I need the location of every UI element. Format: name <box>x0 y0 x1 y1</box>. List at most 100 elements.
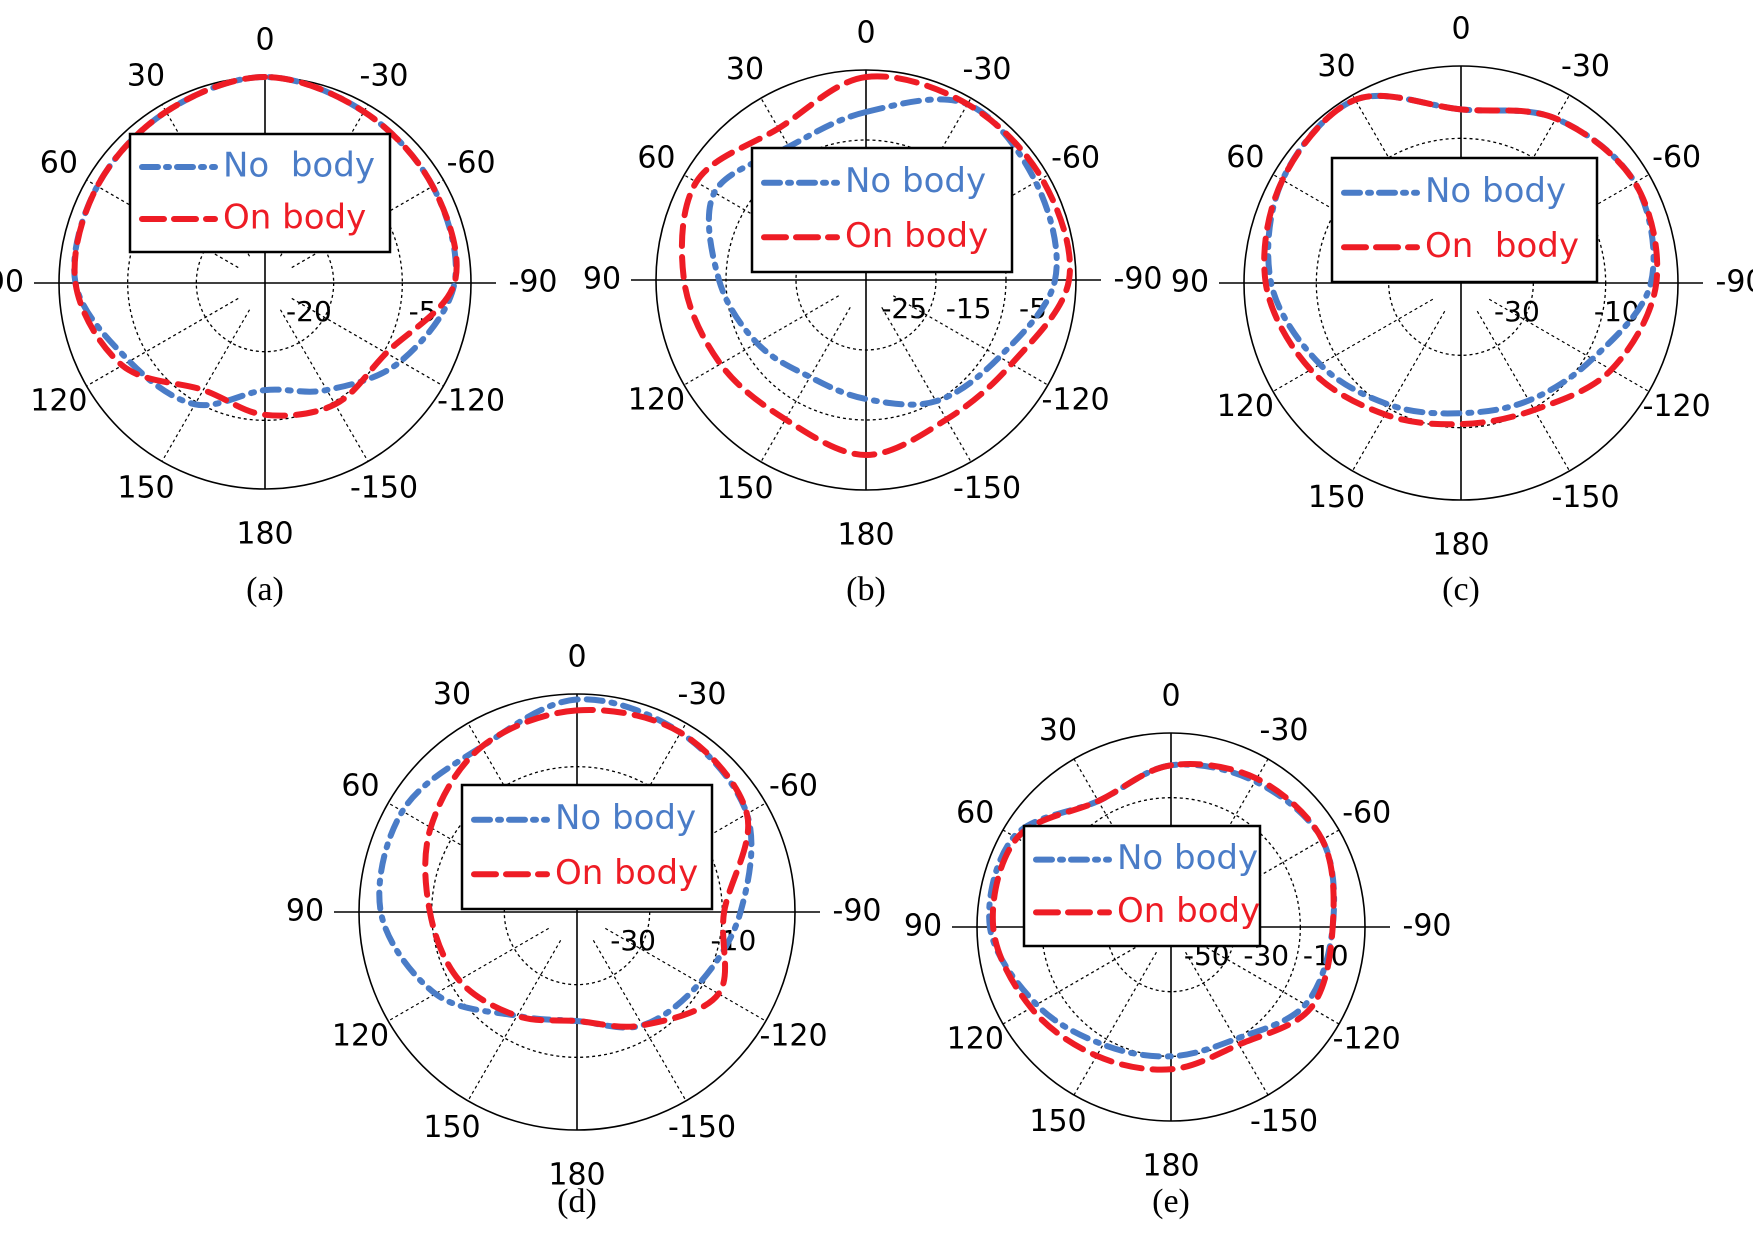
angle-tick-label: -90 <box>833 894 882 929</box>
legend-box <box>750 146 1014 274</box>
angle-tick-label: 90 <box>583 262 621 297</box>
grid-spoke <box>279 104 369 257</box>
angle-tick-label: 60 <box>956 796 994 831</box>
radial-tick-label: -30 <box>610 924 656 957</box>
grid-spoke <box>1476 310 1571 472</box>
radial-tick-label: -30 <box>1494 295 1540 328</box>
grid-spoke <box>467 940 562 1102</box>
angle-tick-label: -60 <box>1652 140 1701 175</box>
grid-spoke <box>279 309 369 462</box>
angle-tick-label: 90 <box>1171 265 1209 300</box>
angle-tick-label: 120 <box>30 384 87 419</box>
angle-tick-label: -30 <box>1260 713 1309 748</box>
legend-label-on-body: On body <box>555 853 698 893</box>
grid-spoke <box>161 104 251 257</box>
angle-tick-label: -30 <box>678 677 727 712</box>
angle-tick-label: 90 <box>904 909 942 944</box>
grid-spoke <box>1351 310 1446 472</box>
angle-tick-label: 30 <box>127 58 165 93</box>
angle-tick-label: -120 <box>1333 1022 1401 1057</box>
legend-label-on-body: On body <box>1425 226 1579 266</box>
angle-tick-label: 0 <box>1161 679 1180 714</box>
legend-label-on-body: On body <box>1117 891 1260 931</box>
angle-tick-label: -30 <box>963 52 1012 87</box>
legend-box <box>128 132 392 254</box>
series-line-on-body <box>422 706 752 1030</box>
angle-tick-label: 150 <box>1029 1104 1086 1139</box>
angle-tick-label: -120 <box>1643 389 1711 424</box>
legend-label-no-body: No body <box>845 161 986 201</box>
grid-spoke <box>1073 951 1157 1096</box>
panel-caption: (d) <box>557 1183 597 1220</box>
angle-tick-label: 120 <box>947 1022 1004 1057</box>
legend-box <box>1022 824 1262 948</box>
polar-chart-a: 0-30-60-90-120-150180150120906030-20-5No… <box>0 23 558 609</box>
angle-tick-label: -60 <box>1051 141 1100 176</box>
angle-tick-label: 90 <box>0 265 24 300</box>
grid-spoke <box>760 306 851 463</box>
legend-label-no-body: No body <box>1425 171 1566 211</box>
angle-tick-label: 180 <box>548 1158 605 1193</box>
radial-tick-label: -10 <box>1594 295 1640 328</box>
series-line-no-body <box>1265 92 1657 417</box>
angle-tick-label: 180 <box>236 517 293 552</box>
polar-chart-c: 0 -30 -60 -90 -120 -150 180 150 120 90 60 30 -30 -10 N… <box>1171 12 1753 609</box>
angle-tick-label: -90 <box>509 265 558 300</box>
radial-tick-label: -25 <box>881 292 927 325</box>
legend-label-on-body: On body <box>845 216 988 256</box>
radial-tick-label: -15 <box>946 292 992 325</box>
series-line-on-body <box>678 73 1073 459</box>
angle-tick-label: 60 <box>1226 140 1264 175</box>
grid-spoke <box>683 295 840 386</box>
angle-tick-label: 30 <box>433 677 471 712</box>
angle-tick-label: 30 <box>726 52 764 87</box>
angle-tick-label: -120 <box>437 384 505 419</box>
panel-caption: (c) <box>1442 571 1480 608</box>
angle-tick-label: -30 <box>1561 49 1610 84</box>
angle-tick-label: -60 <box>447 146 496 181</box>
angle-tick-label: 150 <box>716 471 773 506</box>
grid-spoke <box>161 309 251 462</box>
series-line-on-body <box>1261 92 1661 428</box>
grid-spoke <box>291 297 444 387</box>
angle-tick-label: -150 <box>350 471 418 506</box>
grid-spoke <box>1002 941 1147 1025</box>
angle-tick-label: 30 <box>1317 49 1355 84</box>
grid-spoke <box>291 179 444 269</box>
series-line-on-body <box>71 73 460 419</box>
angle-tick-label: -150 <box>1250 1104 1318 1139</box>
angle-tick-label: 180 <box>1142 1149 1199 1184</box>
angle-tick-label: -90 <box>1114 262 1163 297</box>
angle-tick-label: 150 <box>1308 480 1365 515</box>
angle-tick-label: 150 <box>117 471 174 506</box>
legend-box <box>1330 156 1599 284</box>
angle-tick-label: -120 <box>1042 383 1110 418</box>
grid-spoke <box>592 940 687 1102</box>
grid-spoke <box>881 306 972 463</box>
grid-spoke <box>387 927 549 1022</box>
legend-label-no-body: No body <box>1117 838 1258 878</box>
legend-label-no-body: No body <box>223 146 375 186</box>
angle-tick-label: -120 <box>759 1019 827 1054</box>
angle-tick-label: 90 <box>286 894 324 929</box>
angle-tick-label: -90 <box>1403 909 1452 944</box>
angle-tick-label: -30 <box>360 58 409 93</box>
panel-caption: (e) <box>1152 1183 1190 1220</box>
angle-tick-label: -150 <box>668 1110 736 1145</box>
angle-tick-label: 120 <box>1217 389 1274 424</box>
series-line-no-body <box>705 96 1060 408</box>
angle-tick-label: 0 <box>255 23 274 58</box>
angle-tick-label: 60 <box>40 146 78 181</box>
legend-label-no-body: No body <box>555 798 696 838</box>
grid-spoke <box>1488 298 1650 393</box>
angle-tick-label: 180 <box>837 518 894 553</box>
angle-tick-label: 30 <box>1039 713 1077 748</box>
panel-caption: (b) <box>846 571 886 608</box>
angle-tick-label: 120 <box>332 1019 389 1054</box>
legend-box <box>460 783 714 911</box>
angle-tick-label: 60 <box>637 141 675 176</box>
legend-label-on-body: On body <box>223 197 366 237</box>
